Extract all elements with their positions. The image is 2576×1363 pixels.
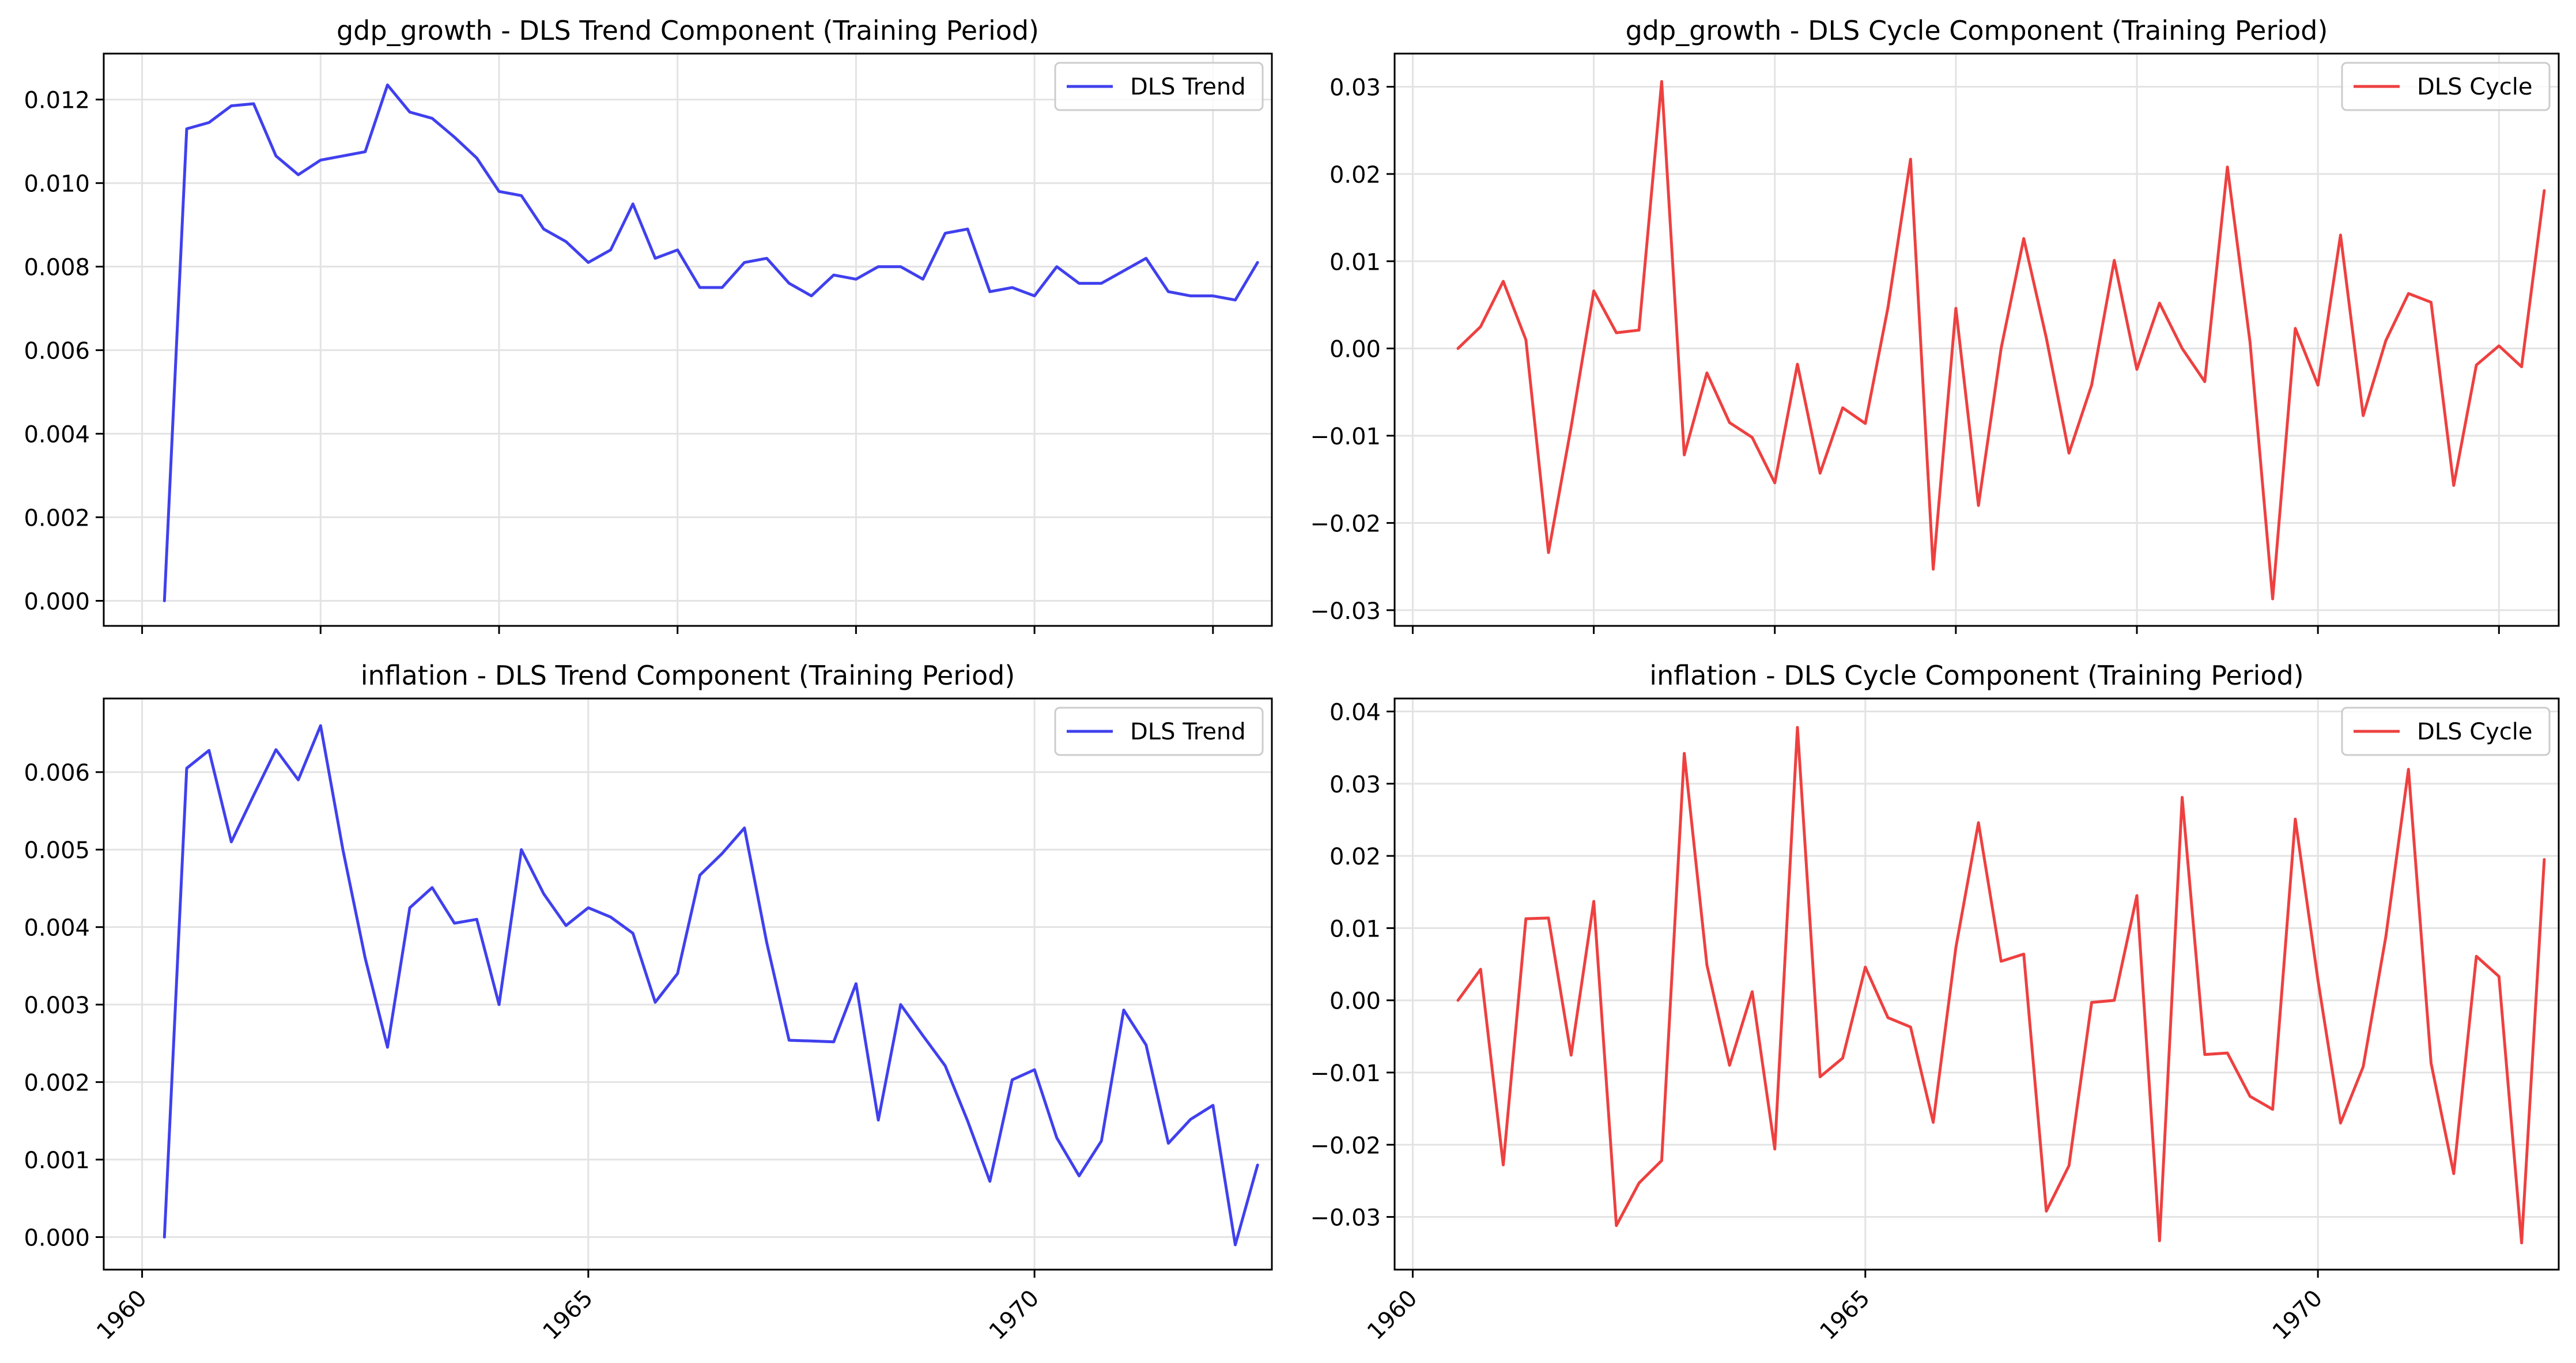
x-axis-ticks (141, 626, 1214, 634)
y-tick-label: 0.03 (1329, 75, 1381, 101)
axes-frame (1393, 52, 2560, 627)
legend-label: DLS Trend (1130, 74, 1246, 100)
y-tick-label: −0.01 (1310, 1060, 1381, 1087)
gdp-growth-trend-panel: gdp_growth - DLS Trend Component (Traini… (24, 15, 1273, 634)
y-tick-label: 0.04 (1329, 700, 1381, 726)
y-tick-label: 0.005 (24, 837, 90, 864)
legend-box (2341, 707, 2551, 756)
y-tick-label: 0.03 (1329, 772, 1381, 798)
y-tick-label: 0.01 (1329, 916, 1381, 942)
y-tick-label: 0.01 (1329, 249, 1381, 275)
y-tick-label: 0.003 (24, 992, 90, 1019)
y-tick-label: 0.00 (1329, 337, 1381, 363)
y-tick-label: 0.002 (24, 505, 90, 532)
series-line-dls-trend (163, 724, 1259, 1247)
gdp-growth-cycle-panel: gdp_growth - DLS Cycle Component (Traini… (1310, 15, 2560, 634)
chart-title: gdp_growth - DLS Trend Component (Traini… (337, 15, 1039, 46)
y-tick-label: 0.008 (24, 255, 90, 281)
legend: DLS Trend (1054, 62, 1264, 111)
y-tick-label: 0.001 (24, 1147, 90, 1174)
grid-lines (1395, 54, 2559, 626)
y-tick-label: 0.002 (24, 1070, 90, 1097)
y-tick-label: 0.00 (1329, 988, 1381, 1015)
y-axis-ticks: 0.000 0.001 0.002 0.003 0.004 0.005 0.006 (24, 760, 104, 1252)
legend-box (1054, 62, 1264, 111)
y-tick-label: 0.012 (24, 88, 90, 114)
y-tick-label: 0.010 (24, 171, 90, 198)
y-tick-label: 0.02 (1329, 844, 1381, 870)
axes-frame (1393, 697, 2560, 1271)
y-tick-label: −0.03 (1310, 1205, 1381, 1232)
legend: DLS Cycle (2341, 62, 2551, 111)
grid-lines (104, 699, 1272, 1270)
y-axis-ticks: −0.03 −0.02 −0.01 0.00 0.01 0.02 0.03 (1310, 75, 1395, 625)
y-tick-label: 0.000 (24, 1225, 90, 1252)
y-tick-label: 0.004 (24, 915, 90, 942)
chart-title: gdp_growth - DLS Cycle Component (Traini… (1626, 15, 2328, 46)
y-tick-label: −0.03 (1310, 598, 1381, 625)
chart-title: inflation - DLS Cycle Component (Trainin… (1649, 660, 2303, 691)
y-tick-label: −0.02 (1310, 511, 1381, 537)
y-tick-label: −0.02 (1310, 1132, 1381, 1159)
series-line-dls-trend (163, 83, 1259, 602)
legend-box (1054, 707, 1264, 756)
y-axis-ticks: −0.03 −0.02 −0.01 0.00 0.01 0.02 0.03 0.04 (1310, 700, 1395, 1232)
x-axis-ticks (1411, 626, 2500, 634)
series-line-dls-cycle (1456, 726, 2546, 1245)
legend: DLS Cycle (2341, 707, 2551, 756)
chart-title: inflation - DLS Trend Component (Trainin… (361, 660, 1015, 691)
y-tick-label: 0.000 (24, 589, 90, 616)
series-line-dls-cycle (1456, 80, 2546, 601)
axes-frame (103, 697, 1273, 1271)
y-tick-label: 0.006 (24, 760, 90, 787)
legend-label: DLS Cycle (2417, 719, 2533, 745)
legend-label: DLS Trend (1130, 719, 1246, 745)
y-tick-label: 0.006 (24, 338, 90, 365)
legend-label: DLS Cycle (2417, 74, 2533, 100)
legend: DLS Trend (1054, 707, 1264, 756)
axes-frame (103, 52, 1273, 627)
y-tick-label: −0.01 (1310, 424, 1381, 450)
y-tick-label: 0.004 (24, 422, 90, 448)
y-tick-label: 0.02 (1329, 162, 1381, 188)
legend-box (2341, 62, 2551, 111)
y-axis-ticks: 0.000 0.002 0.004 0.006 0.008 0.010 0.012 (24, 88, 104, 616)
